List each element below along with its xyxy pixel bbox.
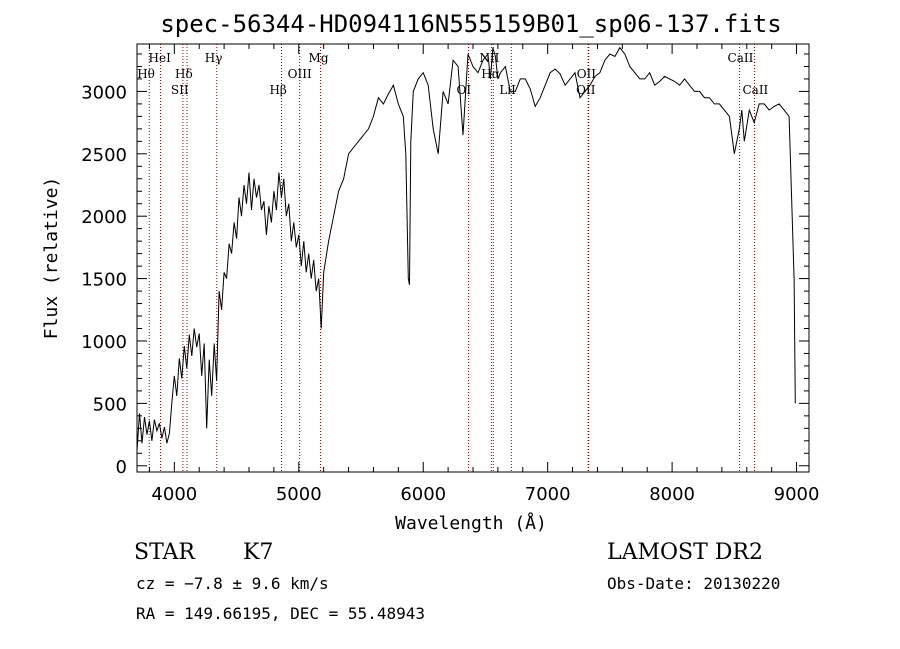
y-tick-label: 500	[93, 394, 127, 415]
y-tick-label: 2000	[81, 207, 127, 228]
line-marker-label: LiI	[499, 83, 516, 97]
line-marker-label: OII	[577, 67, 597, 81]
y-tick-label: 0	[116, 457, 127, 478]
y-tick-label: 2500	[81, 145, 127, 166]
survey-name: LAMOST DR2	[607, 540, 763, 565]
line-marker-label: OI	[457, 83, 472, 97]
obs-date: Obs-Date: 20130220	[607, 574, 780, 593]
line-marker-label: Hθ	[137, 67, 155, 81]
x-axis-label: Wavelength (Å)	[395, 512, 547, 534]
line-marker-label: Hδ	[175, 67, 193, 81]
line-marker-label: SII	[171, 83, 189, 97]
y-tick-label: 3000	[81, 82, 127, 103]
ra-dec: RA = 149.66195, DEC = 55.48943	[136, 604, 425, 623]
line-marker-label: CaII	[728, 51, 754, 65]
x-tick-label: 7000	[525, 484, 571, 505]
x-tick-label: 5000	[276, 484, 322, 505]
line-marker-label: Mg	[309, 51, 329, 65]
x-tick-labels: 4000 5000 6000 7000 8000 9000	[151, 484, 819, 505]
x-tick-label: 8000	[649, 484, 695, 505]
object-class: STAR	[134, 540, 196, 565]
spectrum-line	[136, 46, 796, 451]
plot-frame	[136, 43, 810, 473]
x-tick-label: 4000	[151, 484, 197, 505]
line-marker-label: Hγ	[205, 51, 223, 65]
line-marker-label: CaII	[742, 83, 768, 97]
y-tick-label: 1500	[81, 270, 127, 291]
axis-ticks	[137, 44, 809, 472]
line-marker-label: OIII	[288, 67, 312, 81]
line-marker-label: Hβ	[269, 83, 286, 97]
x-tick-label: 6000	[400, 484, 446, 505]
y-axis-label: Flux (relative)	[41, 177, 62, 340]
chart-title: spec-56344-HD094116N555159B01_sp06-137.f…	[160, 10, 781, 38]
x-tick-label: 9000	[774, 484, 820, 505]
y-tick-label: 1000	[81, 332, 127, 353]
object-subclass: K7	[243, 540, 273, 565]
redshift-cz: cz = −7.8 ± 9.6 km/s	[136, 574, 329, 593]
line-marker-label: HeI	[149, 51, 172, 65]
y-tick-labels: 0 500 1000 1500 2000 2500 3000	[81, 82, 127, 477]
